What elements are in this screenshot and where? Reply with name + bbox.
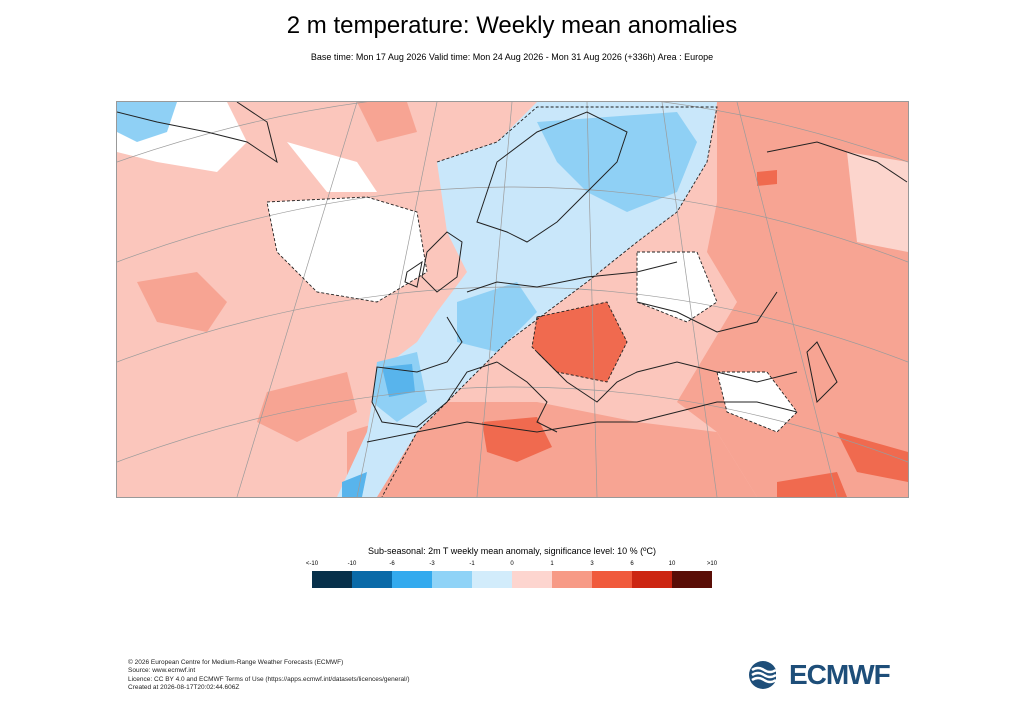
atlantic-warm-patch [137,272,227,332]
page-subtitle: Base time: Mon 17 Aug 2026 Valid time: M… [310,52,714,62]
algeria-hot-spot [482,417,552,462]
legend-label: >10 [706,561,718,567]
page-title: 2 m temperature: Weekly mean anomalies [286,12,738,39]
legend-label: 3 [590,561,594,567]
coastlines [117,102,908,443]
legend-label: -3 [429,561,435,567]
ukraine-neutral-area [637,252,717,322]
legend-title: Sub-seasonal: 2m T weekly mean anomaly, … [368,546,656,556]
east-light-area [847,152,908,252]
middle-east-hot-spot [777,472,847,497]
map-canvas [117,102,908,497]
legend-swatch [312,571,352,588]
legend-color-bar [312,571,712,588]
ecmwf-logo-icon [749,661,786,689]
graticule [117,102,908,497]
central-europe-cool-core [457,282,537,352]
legend-swatch [672,571,712,588]
copyright-text: © 2026 European Centre for Medium-Range … [128,659,344,666]
greenland-cool-area [117,102,177,142]
legend-label: -10 [347,561,357,567]
legend-swatch [472,571,512,588]
anomaly-map [116,101,909,498]
legend-label: -6 [389,561,395,567]
iran-hot-spot [837,432,908,482]
legend-swatch [512,571,552,588]
significance-contours [266,106,798,497]
legend-label: <-10 [305,561,319,567]
created-text: Created at 2026-08-17T20:02:44.606Z [128,683,240,691]
balkans-hot-spot [532,302,627,382]
footer-credits: © 2026 European Centre for Medium-Range … [128,659,410,692]
north-atlantic-neutral-area [287,142,377,192]
iberia-west-warm-patch [257,372,357,442]
logo-text: ECMWF [789,659,891,690]
legend-label: -1 [469,561,475,567]
legend-swatch [432,571,472,588]
greenland-warm-patch [357,102,417,142]
legend-labels: <-10 -10 -6 -3 -1 0 1 3 6 10 >10 [306,561,717,571]
russia-hot-spot [757,170,777,186]
licence-text: Licence: CC BY 4.0 and ECMWF Terms of Us… [128,675,410,683]
ecmwf-logo: ECMWF [748,659,891,690]
source-text: Source: www.ecmwf.int [128,667,196,675]
legend-swatch [352,571,392,588]
legend-swatch [552,571,592,588]
iberia-cool-core [382,364,415,397]
legend-label: 0 [510,561,514,567]
legend-label: 1 [550,561,554,567]
legend-swatch [632,571,672,588]
atlantic-neutral-area [267,197,427,302]
legend-swatch [392,571,432,588]
legend-swatch [592,571,632,588]
legend-label: 6 [630,561,634,567]
legend-label: 10 [668,561,676,567]
